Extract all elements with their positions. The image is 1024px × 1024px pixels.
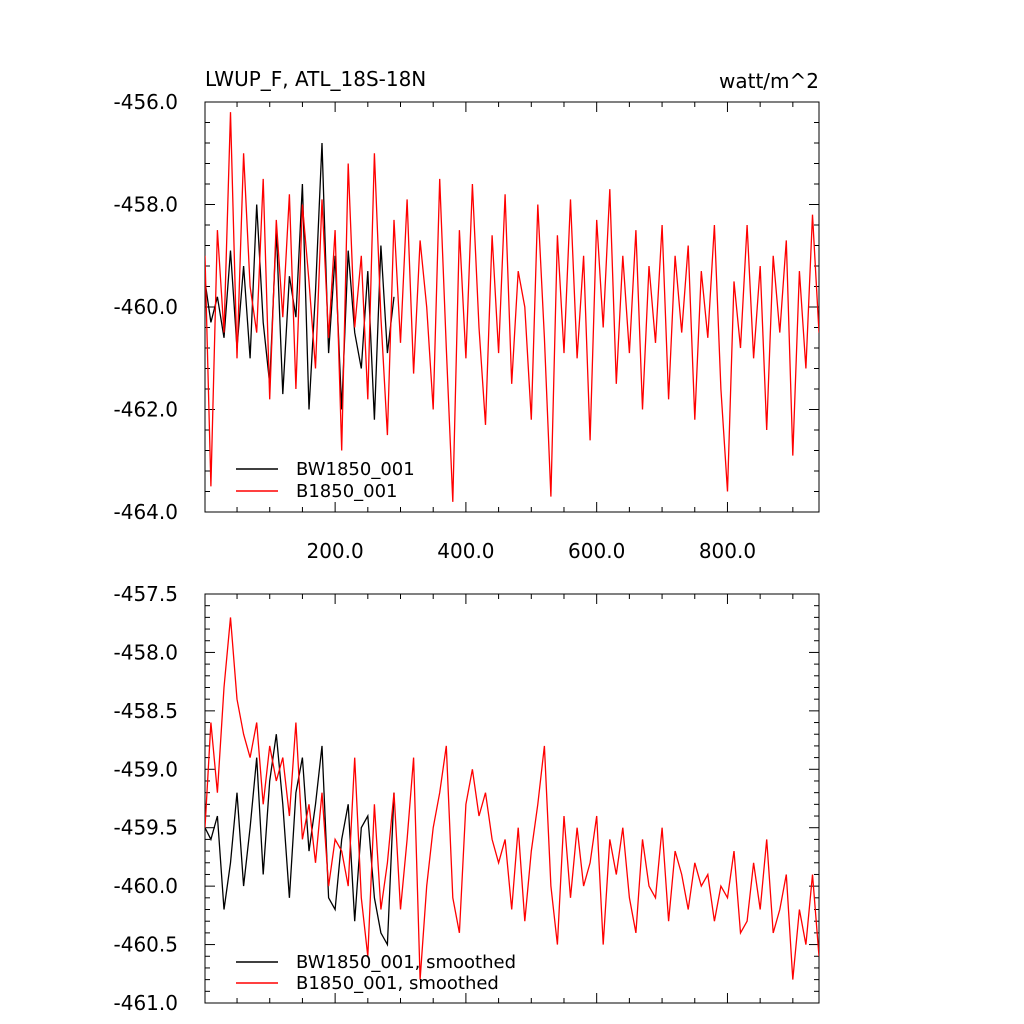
legend-label: BW1850_001, smoothed	[296, 952, 516, 973]
y-tick-label: -459.0	[114, 757, 178, 781]
y-tick-label: -461.0	[114, 991, 178, 1015]
plot-frame	[204, 101, 820, 513]
y-tick-label: -460.0	[114, 874, 178, 898]
y-tick-label: -457.5	[114, 582, 178, 606]
legend-label: B1850_001, smoothed	[296, 973, 499, 994]
units-label: watt/m^2	[719, 69, 819, 93]
legend-label: BW1850_001	[296, 459, 415, 480]
top-panel: 200.0 400.0 600.0 800.0 -456.0 -458.0 -460.0 -4…	[114, 67, 820, 563]
x-tick-label: 600.0	[568, 539, 625, 563]
series-line-0	[205, 734, 395, 947]
y-tick-label: -458.0	[114, 640, 178, 664]
series-line-1	[205, 112, 819, 502]
legend-label: B1850_001	[296, 481, 398, 502]
chart-title: LWUP_F, ATL_18S-18N	[205, 67, 426, 91]
y-tick-label: -462.0	[114, 398, 178, 422]
y-tick-label: -459.5	[114, 816, 178, 840]
y-tick-label: -460.0	[114, 295, 178, 319]
y-tick-label: -458.5	[114, 699, 178, 723]
series-line-1	[205, 617, 819, 980]
bottom-panel: -457.5 -458.0 -458.5 -459.0 -459.5 -460.0 -460…	[114, 582, 820, 1015]
x-tick-label: 800.0	[699, 539, 756, 563]
plot-frame	[204, 593, 820, 1004]
x-tick-label: 400.0	[437, 539, 494, 563]
y-tick-label: -456.0	[114, 90, 178, 114]
y-tick-label: -458.0	[114, 193, 178, 217]
y-tick-label: -460.5	[114, 933, 178, 957]
x-tick-label: 200.0	[306, 539, 363, 563]
y-tick-label: -464.0	[114, 500, 178, 524]
